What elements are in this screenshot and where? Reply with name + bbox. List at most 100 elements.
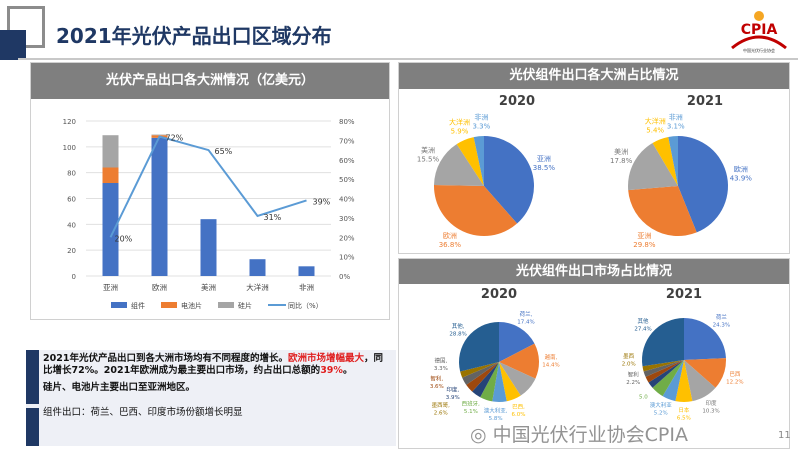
pie-data-label: 智利, 3.6% (430, 374, 444, 390)
pie-label: 印度 (706, 399, 718, 407)
header-divider (18, 58, 798, 60)
legend-label: 组件 (131, 301, 145, 310)
pie-slice (492, 362, 507, 402)
y2-tick-label: 60% (339, 157, 355, 165)
pie-slice (684, 318, 726, 360)
x-tick-label: 美洲 (201, 282, 216, 292)
y-tick-label: 40 (67, 221, 76, 229)
bar-硅片 (102, 135, 119, 168)
pie-value: 3.3% (434, 366, 448, 372)
header-decor-outline (7, 6, 45, 48)
pie-value: 3.6% (430, 384, 444, 390)
pie-data-label: 墨西哥,2.6% (432, 402, 451, 417)
yoy-data-label: 65% (215, 147, 233, 156)
pie-data-label: 非洲3.1% (667, 112, 685, 130)
y2-tick-label: 10% (339, 254, 355, 262)
pie-data-label: 非洲3.3% (472, 112, 490, 130)
pie-value: 17.8% (610, 157, 633, 165)
x-tick-label: 欧洲 (152, 282, 167, 292)
pie-value: 24.3% (713, 323, 730, 329)
y-tick-label: 100 (63, 144, 76, 152)
y2-tick-label: 20% (339, 234, 355, 242)
pie-slice (662, 360, 684, 402)
pie-label: 荷兰, (520, 310, 533, 318)
pie-title: 2020 (499, 94, 535, 109)
pie-slice (484, 136, 534, 224)
pie-value: 6.0% (511, 412, 525, 418)
pie-value: 5.8% (489, 416, 503, 422)
pie-value: 36.8% (439, 241, 462, 249)
wechat-icon: ◎ (470, 424, 493, 446)
pie-value: 29.8% (633, 241, 656, 249)
pie-label: 墨西哥, (432, 402, 451, 409)
bar-组件 (151, 137, 168, 276)
pie-slice (462, 362, 499, 385)
y-tick-label: 20 (67, 247, 76, 255)
y-tick-label: 0 (72, 273, 76, 281)
continent-bar-chart: 0 20 40 60 80 100 120 0% 10% 20% 30% 40% 50% 60% 70% 80… (63, 118, 355, 310)
pie-label: 荷兰 (716, 313, 728, 321)
yoy-data-label: 72% (166, 134, 184, 143)
legend-swatch (161, 302, 177, 308)
pie-slice (473, 136, 484, 186)
pie-slice (642, 318, 684, 367)
pie-label: 其他, (452, 322, 465, 330)
bar-组件 (249, 259, 266, 276)
pie-label: 非洲 (669, 112, 683, 121)
pie-slice (652, 360, 684, 397)
pie-value: 14.4% (542, 362, 559, 368)
x-tick-label: 非洲 (299, 282, 314, 292)
pie-value: 5.4% (646, 127, 664, 135)
pie-value: 5.9% (451, 127, 469, 135)
pie-label: 大洋洲 (645, 117, 666, 126)
legend-label: 硅片 (238, 301, 252, 310)
pie-data-label: 印度, 3.9% (446, 385, 460, 401)
pie-data-label: 澳大利亚 5.2% (650, 401, 673, 417)
yoy-line (109, 135, 307, 238)
pie-data-label: 越南,14.4% (542, 353, 559, 369)
pie-value: 5.1% (464, 409, 478, 415)
pie-label: 智利 (628, 371, 639, 379)
pie-slice (460, 362, 499, 378)
page-number: 11 (778, 430, 791, 441)
y2-tick-label: 80% (339, 118, 355, 126)
pie-label: 巴西, (512, 403, 525, 410)
pie-value: 17.4% (517, 319, 534, 325)
pie-value: 6.5% (677, 416, 691, 422)
pie-value: 3.3% (472, 122, 490, 130)
pie-value: 27.4% (634, 327, 651, 333)
pie-label: 澳大利亚 (650, 401, 673, 409)
pie-value: 43.9% (730, 174, 753, 182)
pie-slice (480, 362, 499, 402)
panel-title: 光伏产品出口各大洲情况（亿美元） (31, 63, 389, 99)
pie-value: 5.0 (639, 395, 648, 401)
svg-text:中国光伏行业协会: 中国光伏行业协会 (743, 47, 775, 53)
pie-label: 欧洲 (443, 231, 457, 240)
pie-label: 巴西 (729, 371, 741, 378)
pie-label: 大洋洲 (449, 117, 470, 126)
pie-slice (434, 144, 484, 186)
note-marker (26, 350, 39, 404)
pie-slice (628, 186, 697, 236)
pie-slice (645, 360, 684, 383)
pie-label: 墨西 (623, 353, 635, 360)
x-tick-label: 亚洲 (103, 283, 118, 292)
pie-data-label: 其他, 28.8% (449, 322, 466, 338)
pie-data-label: 巴西 12.2% (726, 371, 743, 386)
pie-slice (684, 360, 716, 402)
pie-value: 2.0% (622, 361, 636, 367)
pie-label: 其他 (638, 317, 650, 325)
pie-label: 非洲 (474, 112, 488, 121)
pie-data-label: 澳大利亚, 5.8% (484, 406, 508, 422)
pie-label: 印度, (446, 385, 459, 393)
pie-label: 澳大利亚, (484, 406, 508, 414)
pie-title: 2021 (687, 94, 723, 109)
pie-slice (472, 362, 499, 398)
pie-slice (643, 360, 684, 377)
pie-slice (499, 322, 535, 362)
x-tick-label: 大洋洲 (246, 282, 269, 292)
